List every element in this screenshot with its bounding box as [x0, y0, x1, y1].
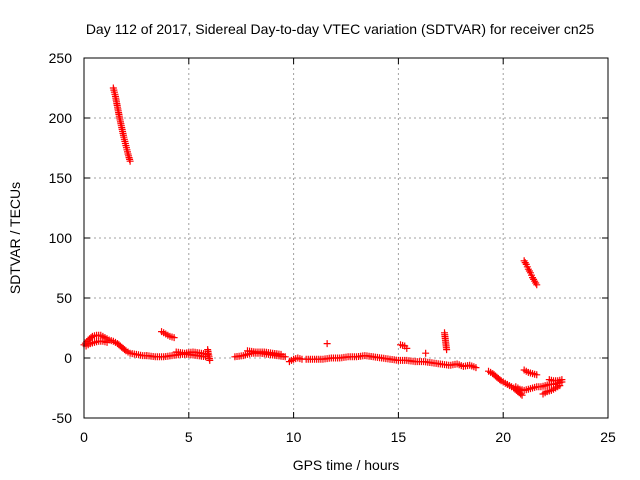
data-point-fill — [517, 390, 525, 398]
y-tick-label: 150 — [49, 170, 73, 186]
data-point — [323, 340, 331, 348]
data-point — [472, 364, 480, 372]
data-point — [422, 349, 430, 357]
data-point — [533, 281, 541, 289]
tick-labels: 0 5 10 15 20 25 -50 0 50 100 150 200 250 — [49, 50, 616, 445]
y-axis-label: SDTVAR / TECUs — [7, 182, 23, 294]
y-tick-label: 50 — [56, 290, 72, 306]
plot-frame — [83, 57, 609, 419]
data-point — [103, 338, 111, 346]
y-tick-label: 200 — [49, 110, 73, 126]
data-point — [443, 346, 451, 354]
y-tick-label: 0 — [64, 350, 72, 366]
data-points — [80, 84, 566, 399]
x-tick-label: 5 — [185, 429, 193, 445]
data-point — [170, 334, 178, 342]
y-tick-label: 100 — [49, 230, 73, 246]
grid — [84, 58, 608, 418]
x-tick-label: 15 — [391, 429, 407, 445]
data-point — [281, 353, 289, 361]
y-tick-label: 250 — [49, 50, 73, 66]
x-axis-label: GPS time / hours — [293, 457, 400, 473]
x-tick-label: 10 — [286, 429, 302, 445]
data-point — [277, 350, 285, 358]
chart-title: Day 112 of 2017, Sidereal Day-to-day VTE… — [86, 21, 595, 37]
x-tick-label: 20 — [495, 429, 511, 445]
data-point — [403, 344, 411, 352]
data-point — [206, 356, 214, 364]
y-tick-label: -50 — [52, 410, 72, 426]
x-tick-label: 0 — [80, 429, 88, 445]
data-point — [126, 157, 134, 165]
data-point — [533, 371, 541, 379]
x-tick-label: 25 — [600, 429, 616, 445]
data-point — [558, 376, 566, 384]
